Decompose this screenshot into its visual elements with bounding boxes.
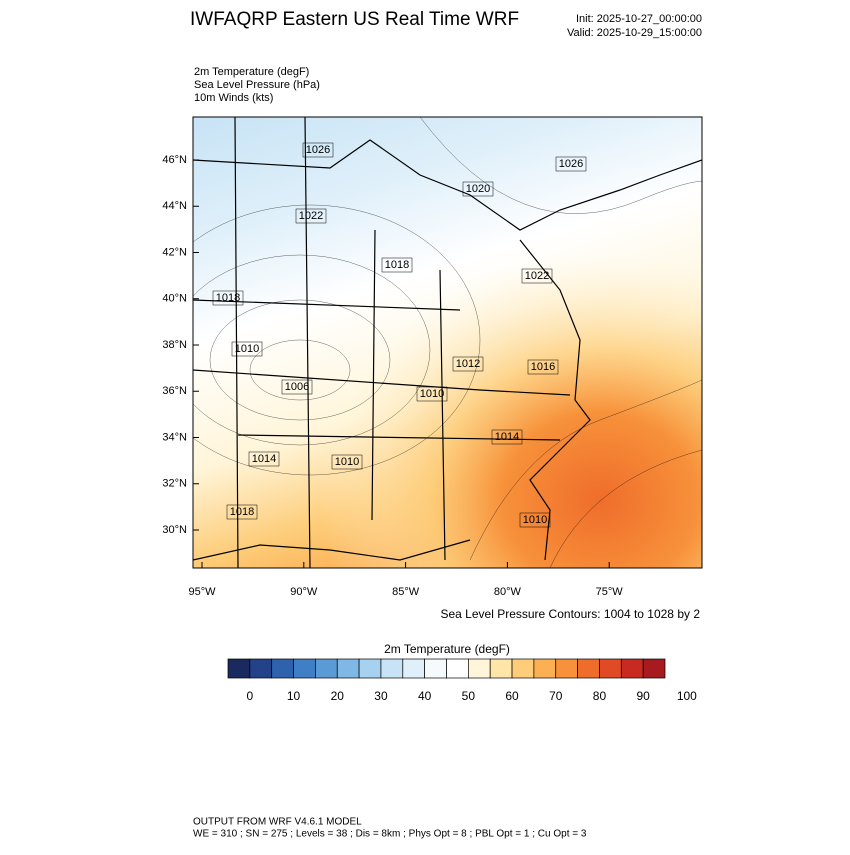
color-swatch	[315, 658, 338, 679]
colorbar-label: 70	[549, 689, 563, 703]
contour-label: 1022	[525, 270, 549, 282]
contour-label: 1026	[306, 144, 330, 156]
color-swatch	[271, 658, 294, 679]
lon-label: 95°W	[188, 586, 216, 598]
color-swatch	[577, 658, 600, 679]
contour-note: Sea Level Pressure Contours: 1004 to 102…	[441, 607, 701, 621]
color-swatch	[227, 658, 251, 679]
color-swatch	[489, 658, 513, 679]
color-swatch	[402, 658, 425, 679]
contour-label: 1010	[420, 388, 444, 400]
field-label: 2m Temperature (degF)	[194, 66, 309, 78]
contour-label-box	[519, 512, 551, 528]
lat-label: 46°N	[162, 154, 187, 166]
contour-label-box	[462, 181, 494, 197]
contour-label: 1026	[559, 158, 583, 170]
lon-label: 75°W	[596, 586, 624, 598]
init-time: Init: 2025-10-27_00:00:00	[576, 13, 702, 25]
temperature-field	[193, 117, 702, 568]
footer: OUTPUT FROM WRF V4.6.1 MODEL	[193, 817, 362, 828]
color-swatch	[249, 658, 273, 679]
contour-label: 1014	[252, 453, 276, 465]
color-swatch	[599, 658, 622, 679]
lon-label: 80°W	[494, 586, 522, 598]
field-label: 10m Winds (kts)	[194, 92, 273, 104]
contour-label-box	[281, 379, 313, 395]
color-swatch	[555, 658, 578, 679]
contour-label: 1020	[466, 183, 490, 195]
pressure-contours	[193, 117, 702, 568]
lat-label: 34°N	[162, 431, 187, 443]
contour-label-box	[331, 454, 363, 470]
color-swatch	[533, 658, 557, 679]
contour-label: 1014	[495, 431, 519, 443]
contour-label-box	[302, 142, 334, 158]
colorbar-label: 100	[677, 689, 697, 703]
lat-label: 40°N	[162, 293, 187, 305]
contour-label: 1006	[285, 381, 309, 393]
borders	[193, 117, 702, 568]
contour-label-box	[452, 356, 484, 372]
map-frame	[192, 116, 703, 569]
color-swatch	[358, 658, 382, 679]
contour-label: 1010	[523, 514, 547, 526]
color-swatch	[511, 658, 535, 679]
color-swatch	[293, 658, 316, 679]
contour-label: 1016	[531, 361, 555, 373]
contour-label-box	[491, 429, 523, 445]
contour-label-box	[212, 290, 244, 306]
colorbar-label: 0	[247, 689, 254, 703]
lon-label: 85°W	[392, 586, 420, 598]
contour-label: 1012	[456, 358, 480, 370]
contour-label: 1018	[216, 292, 240, 304]
color-swatch	[446, 658, 469, 679]
colorbar-label: 20	[331, 689, 345, 703]
valid-time: Valid: 2025-10-29_15:00:00	[567, 27, 702, 39]
contour-label-box	[295, 208, 327, 224]
lat-label: 42°N	[162, 246, 187, 258]
lat-label: 44°N	[162, 200, 187, 212]
contour-label: 1018	[385, 259, 409, 271]
colorbar-title: 2m Temperature (degF)	[384, 642, 510, 656]
color-swatch	[424, 658, 447, 679]
contour-label: 1018	[230, 506, 254, 518]
footer: WE = 310 ; SN = 275 ; Levels = 38 ; Dis …	[193, 829, 587, 840]
color-swatch	[468, 658, 491, 679]
contour-label-box	[226, 504, 258, 520]
contour-label-box	[248, 451, 280, 467]
colorbar-label: 30	[374, 689, 388, 703]
colorbar-label: 90	[636, 689, 650, 703]
colorbar-label: 10	[287, 689, 301, 703]
contour-label-box	[555, 156, 587, 172]
color-swatch	[642, 658, 666, 679]
color-swatch	[620, 658, 644, 679]
lat-label: 36°N	[162, 385, 187, 397]
contour-label-box	[416, 386, 448, 402]
field-label: Sea Level Pressure (hPa)	[194, 79, 320, 91]
contour-label: 1010	[235, 343, 259, 355]
contour-label: 1010	[335, 456, 359, 468]
title: IWFAQRP Eastern US Real Time WRF	[190, 9, 519, 30]
contour-label-box	[231, 341, 263, 357]
contour-label-box	[527, 359, 559, 375]
lat-label: 38°N	[162, 339, 187, 351]
color-swatch	[380, 658, 404, 679]
colorbar-label: 60	[505, 689, 519, 703]
map-area	[193, 117, 702, 568]
contour-label-box	[521, 268, 553, 284]
colorbar-label: 40	[418, 689, 432, 703]
contour-label: 1022	[299, 210, 323, 222]
lat-label: 32°N	[162, 478, 187, 490]
lon-label: 90°W	[290, 586, 318, 598]
colorbar-label: 50	[462, 689, 476, 703]
color-swatch	[336, 658, 360, 679]
colorbar-label: 80	[593, 689, 607, 703]
contour-label-box	[381, 257, 413, 273]
lat-label: 30°N	[162, 524, 187, 536]
